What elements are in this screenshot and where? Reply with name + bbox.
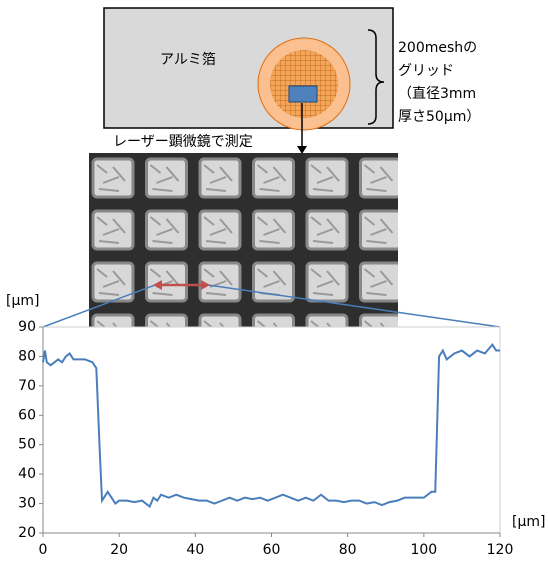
x-tick-label: 120 [487,542,514,558]
x-tick-label: 100 [410,542,437,558]
micrograph [89,153,398,327]
figure: アルミ箔 200meshのグリッド （直径3mm 厚さ50µm） レーザー顕微鏡で… [0,0,549,561]
page: アルミ箔 200meshのグリッド （直径3mm 厚さ50µm） レーザー顕微鏡で… [0,0,549,561]
foil-label: アルミ箔 [160,52,216,68]
x-tick-label: 20 [110,542,128,558]
x-tick-label: 0 [39,542,48,558]
plot-area [43,327,500,533]
y-tick-label: 80 [18,348,36,364]
y-tick-label: 40 [18,466,36,482]
grid-label-line: 厚さ50µm） [398,109,480,125]
y-tick-label: 50 [18,437,36,453]
measure-area [289,86,317,102]
grid-label-line: 200meshの [398,40,477,56]
foil [104,8,393,128]
y-tick-label: 60 [18,407,36,423]
x-tick-label: 40 [186,542,204,558]
x-tick-label: 60 [263,542,281,558]
y-axis-label: [µm] [6,293,39,309]
y-tick-label: 20 [18,525,36,541]
grid-mesh [270,50,338,118]
arrow-label: レーザー顕微鏡で測定 [113,134,253,150]
x-axis-label: [µm] [512,514,545,530]
y-tick-label: 30 [18,496,36,512]
y-tick-label: 90 [18,319,36,335]
grid-label-line: （直径3mm [398,85,476,102]
x-tick-label: 80 [339,542,357,558]
y-tick-label: 70 [18,378,36,394]
grid-label-line: グリッド [398,63,454,79]
